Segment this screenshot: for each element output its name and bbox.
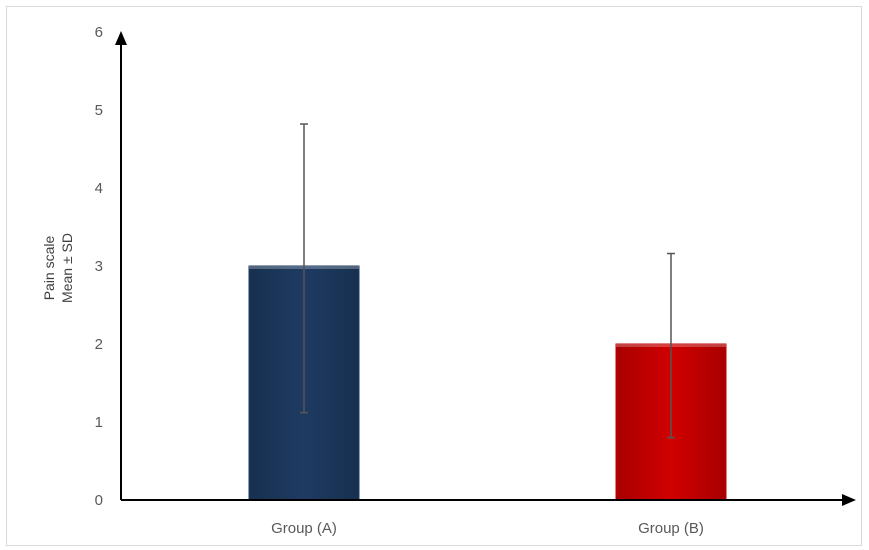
y-tick-label: 1 [95, 414, 103, 431]
y-tick-label: 5 [95, 102, 103, 119]
bars-layer [248, 265, 727, 501]
x-tick-label: Group (B) [638, 520, 704, 537]
y-tick-labels: 0 1 2 3 4 5 6 [95, 24, 103, 509]
y-tick-label: 2 [95, 336, 103, 353]
y-tick-label: 3 [95, 258, 103, 275]
x-axis-arrow [842, 494, 856, 506]
error-bars-layer [300, 123, 675, 439]
y-axis-arrow [115, 31, 127, 45]
y-tick-label: 6 [95, 24, 103, 41]
y-axis-label-line-2: Mean ± SD [59, 233, 75, 303]
y-tick-label: 0 [95, 492, 103, 509]
y-axis-label-line-1: Pain scale [41, 235, 57, 300]
y-tick-label: 4 [95, 180, 103, 197]
x-tick-labels: Group (A) Group (B) [271, 520, 704, 537]
x-tick-label: Group (A) [271, 520, 337, 537]
